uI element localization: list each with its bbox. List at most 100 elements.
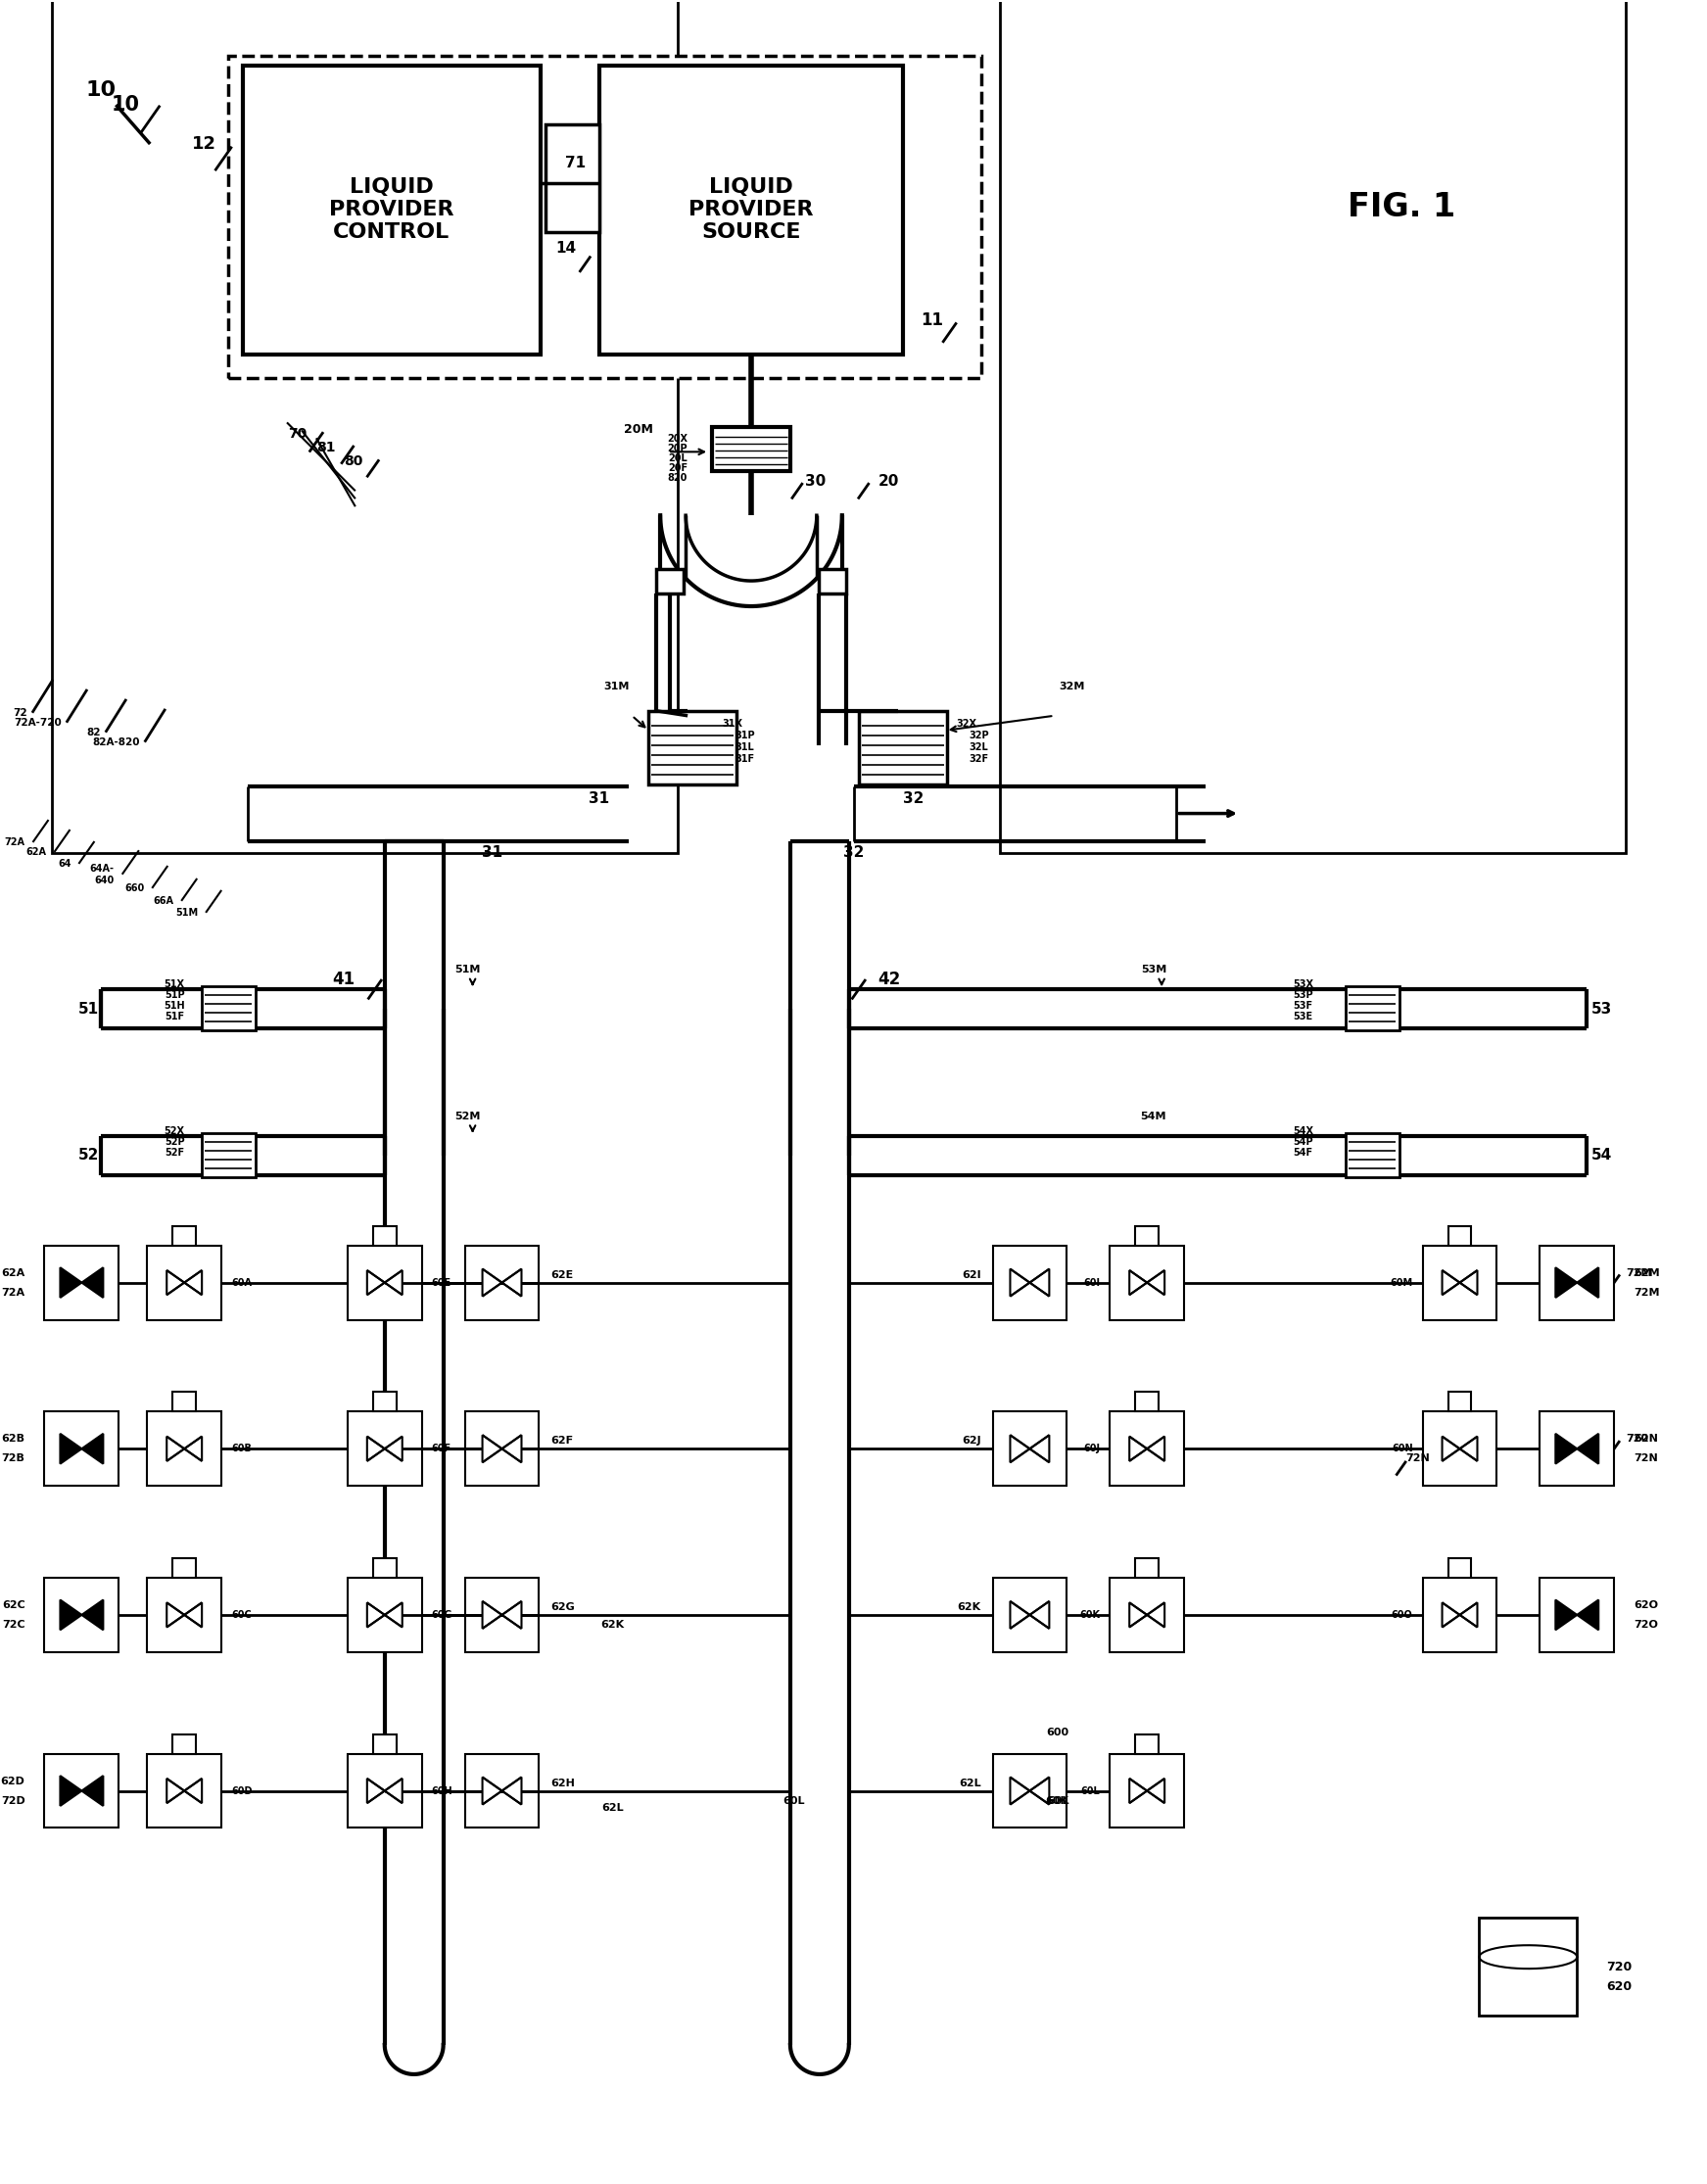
Polygon shape <box>367 1778 384 1804</box>
Bar <box>147 1245 222 1319</box>
Text: 60L: 60L <box>1046 1795 1069 1806</box>
Bar <box>1345 1133 1400 1177</box>
Text: 62B: 62B <box>2 1435 26 1444</box>
Text: 31F: 31F <box>734 753 754 764</box>
Polygon shape <box>502 1435 522 1463</box>
Bar <box>1448 1557 1471 1577</box>
Polygon shape <box>1577 1601 1598 1629</box>
Text: 32X: 32X <box>956 719 976 729</box>
Bar <box>464 1245 539 1319</box>
Text: 52: 52 <box>79 1149 99 1162</box>
Bar <box>1135 1225 1159 1245</box>
Text: 820: 820 <box>667 474 688 483</box>
Text: 20: 20 <box>877 474 900 489</box>
Bar <box>1000 0 1625 852</box>
Text: 72M: 72M <box>1625 1269 1652 1278</box>
Text: 51M: 51M <box>176 909 198 917</box>
Text: 31: 31 <box>481 845 502 860</box>
Polygon shape <box>167 1603 184 1627</box>
Bar <box>348 1411 422 1485</box>
Text: 70: 70 <box>287 428 307 441</box>
Bar <box>1422 1577 1497 1651</box>
Polygon shape <box>1442 1437 1459 1461</box>
Text: 31L: 31L <box>734 743 754 751</box>
Bar <box>44 1577 119 1651</box>
Text: 10: 10 <box>85 81 116 100</box>
Bar <box>1540 1411 1615 1485</box>
Bar <box>992 1411 1067 1485</box>
Polygon shape <box>483 1778 502 1804</box>
Polygon shape <box>483 1269 502 1297</box>
Bar <box>372 1391 396 1411</box>
Text: 20F: 20F <box>667 463 688 474</box>
Bar <box>201 1133 256 1177</box>
Bar <box>172 1734 196 1754</box>
Bar <box>44 1245 119 1319</box>
Text: 62O: 62O <box>1634 1601 1657 1610</box>
Text: 71: 71 <box>565 157 586 170</box>
Polygon shape <box>384 1778 403 1804</box>
Bar <box>1422 1411 1497 1485</box>
Polygon shape <box>1011 1601 1029 1629</box>
Polygon shape <box>1147 1603 1164 1627</box>
Polygon shape <box>60 1267 82 1297</box>
Text: 51F: 51F <box>164 1011 184 1022</box>
Polygon shape <box>1577 1433 1598 1463</box>
Bar <box>992 1577 1067 1651</box>
Text: 20M: 20M <box>625 424 654 437</box>
Bar <box>859 710 947 784</box>
Polygon shape <box>1147 1778 1164 1804</box>
Polygon shape <box>184 1271 201 1295</box>
Text: 52F: 52F <box>164 1149 184 1158</box>
Bar <box>1110 1411 1185 1485</box>
Polygon shape <box>82 1267 102 1297</box>
Polygon shape <box>1011 1435 1029 1463</box>
Text: 72A: 72A <box>2 1286 26 1297</box>
Polygon shape <box>1555 1433 1577 1463</box>
Text: 53M: 53M <box>1140 965 1166 974</box>
Text: 60G: 60G <box>432 1610 452 1621</box>
Polygon shape <box>1555 1601 1577 1629</box>
Text: 62K: 62K <box>958 1603 982 1612</box>
Text: 60K: 60K <box>1045 1795 1069 1806</box>
Bar <box>229 57 982 378</box>
Bar <box>819 570 847 594</box>
Bar <box>1422 1245 1497 1319</box>
Text: 72B: 72B <box>2 1455 26 1463</box>
Text: 51X: 51X <box>164 981 184 989</box>
Text: 31: 31 <box>589 791 609 806</box>
Polygon shape <box>384 1603 403 1627</box>
Text: 32: 32 <box>843 845 864 860</box>
Text: 54X: 54X <box>1292 1127 1313 1136</box>
Polygon shape <box>1442 1271 1459 1295</box>
Bar <box>1480 1918 1577 2016</box>
Polygon shape <box>483 1435 502 1463</box>
Text: 52X: 52X <box>164 1127 184 1136</box>
Text: 60B: 60B <box>230 1444 251 1455</box>
Text: 62L: 62L <box>959 1778 982 1789</box>
Polygon shape <box>82 1601 102 1629</box>
Bar <box>657 570 685 594</box>
Polygon shape <box>60 1776 82 1806</box>
Polygon shape <box>1029 1435 1050 1463</box>
Text: 51P: 51P <box>164 989 184 1000</box>
Text: 62D: 62D <box>0 1776 26 1787</box>
Bar <box>599 66 903 354</box>
Polygon shape <box>1029 1778 1050 1804</box>
Text: 62E: 62E <box>551 1269 574 1280</box>
Bar <box>372 1734 396 1754</box>
Text: LIQUID
PROVIDER
CONTROL: LIQUID PROVIDER CONTROL <box>329 177 454 242</box>
Text: LIQUID
PROVIDER
SOURCE: LIQUID PROVIDER SOURCE <box>688 177 814 242</box>
Text: 62A: 62A <box>26 847 46 856</box>
Polygon shape <box>1459 1271 1477 1295</box>
Text: 52P: 52P <box>164 1138 184 1147</box>
Bar <box>992 1245 1067 1319</box>
Text: 72C: 72C <box>2 1621 26 1629</box>
Text: 82: 82 <box>87 727 101 738</box>
Text: 72D: 72D <box>0 1795 26 1806</box>
Text: 31P: 31P <box>734 729 754 740</box>
Bar <box>44 1754 119 1828</box>
Text: 72N: 72N <box>1407 1455 1430 1463</box>
Bar <box>201 987 256 1031</box>
Text: 60N: 60N <box>1391 1444 1413 1455</box>
